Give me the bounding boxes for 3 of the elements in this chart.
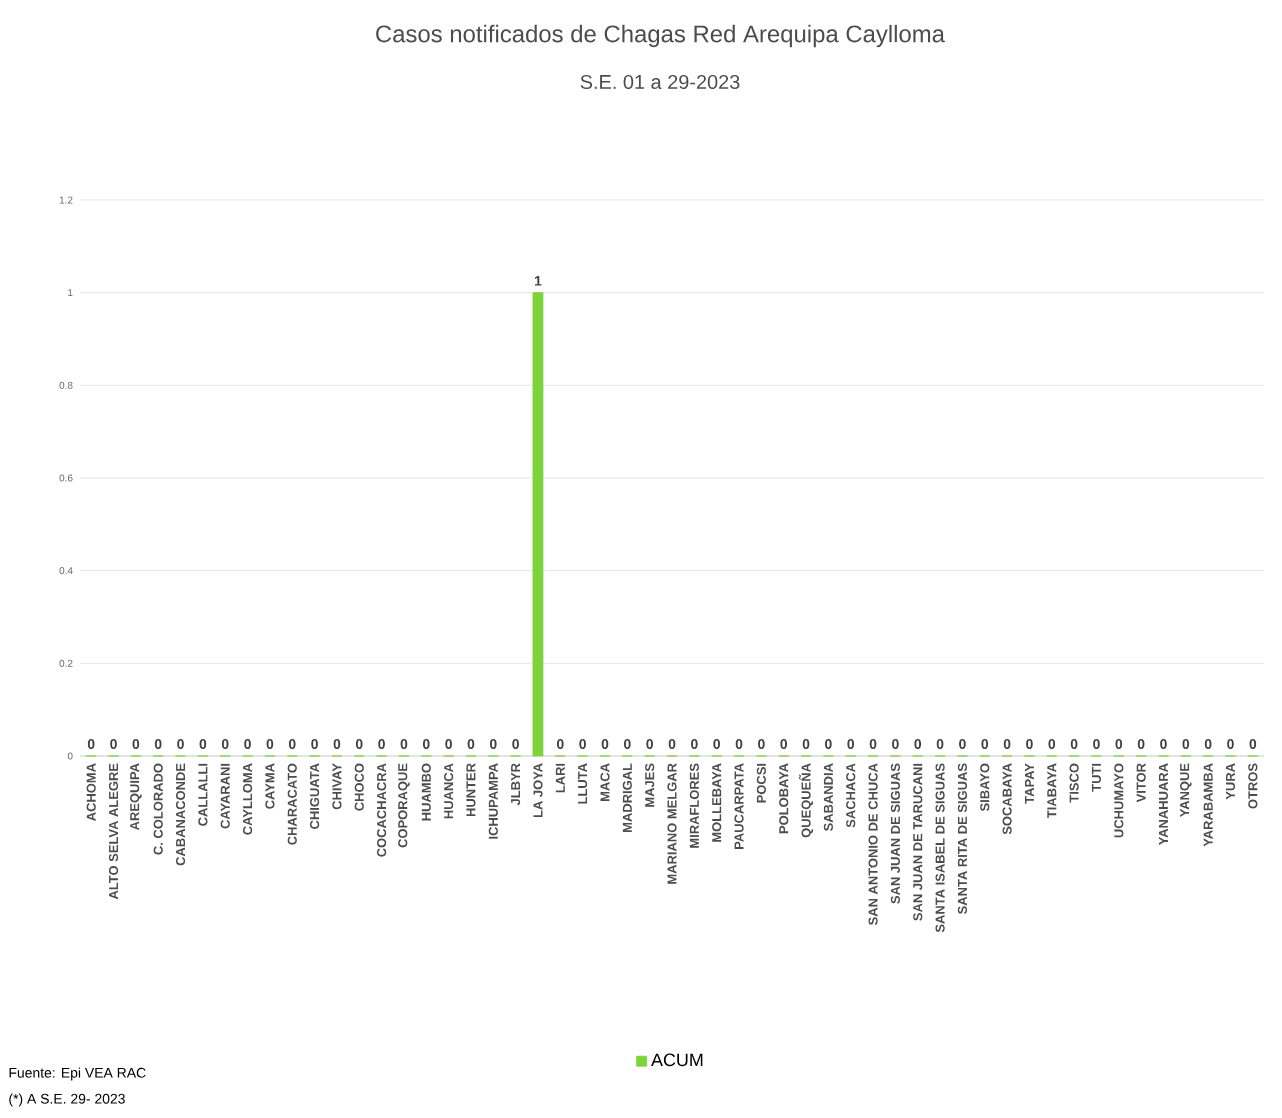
chart-subtitle: S.E. 01 a 29-2023: [580, 74, 740, 90]
chart-title: Casos notificados de Chagas Red Arequipa Caylloma: [376, 24, 945, 48]
legend-label: ACUM: [651, 1053, 703, 1067]
